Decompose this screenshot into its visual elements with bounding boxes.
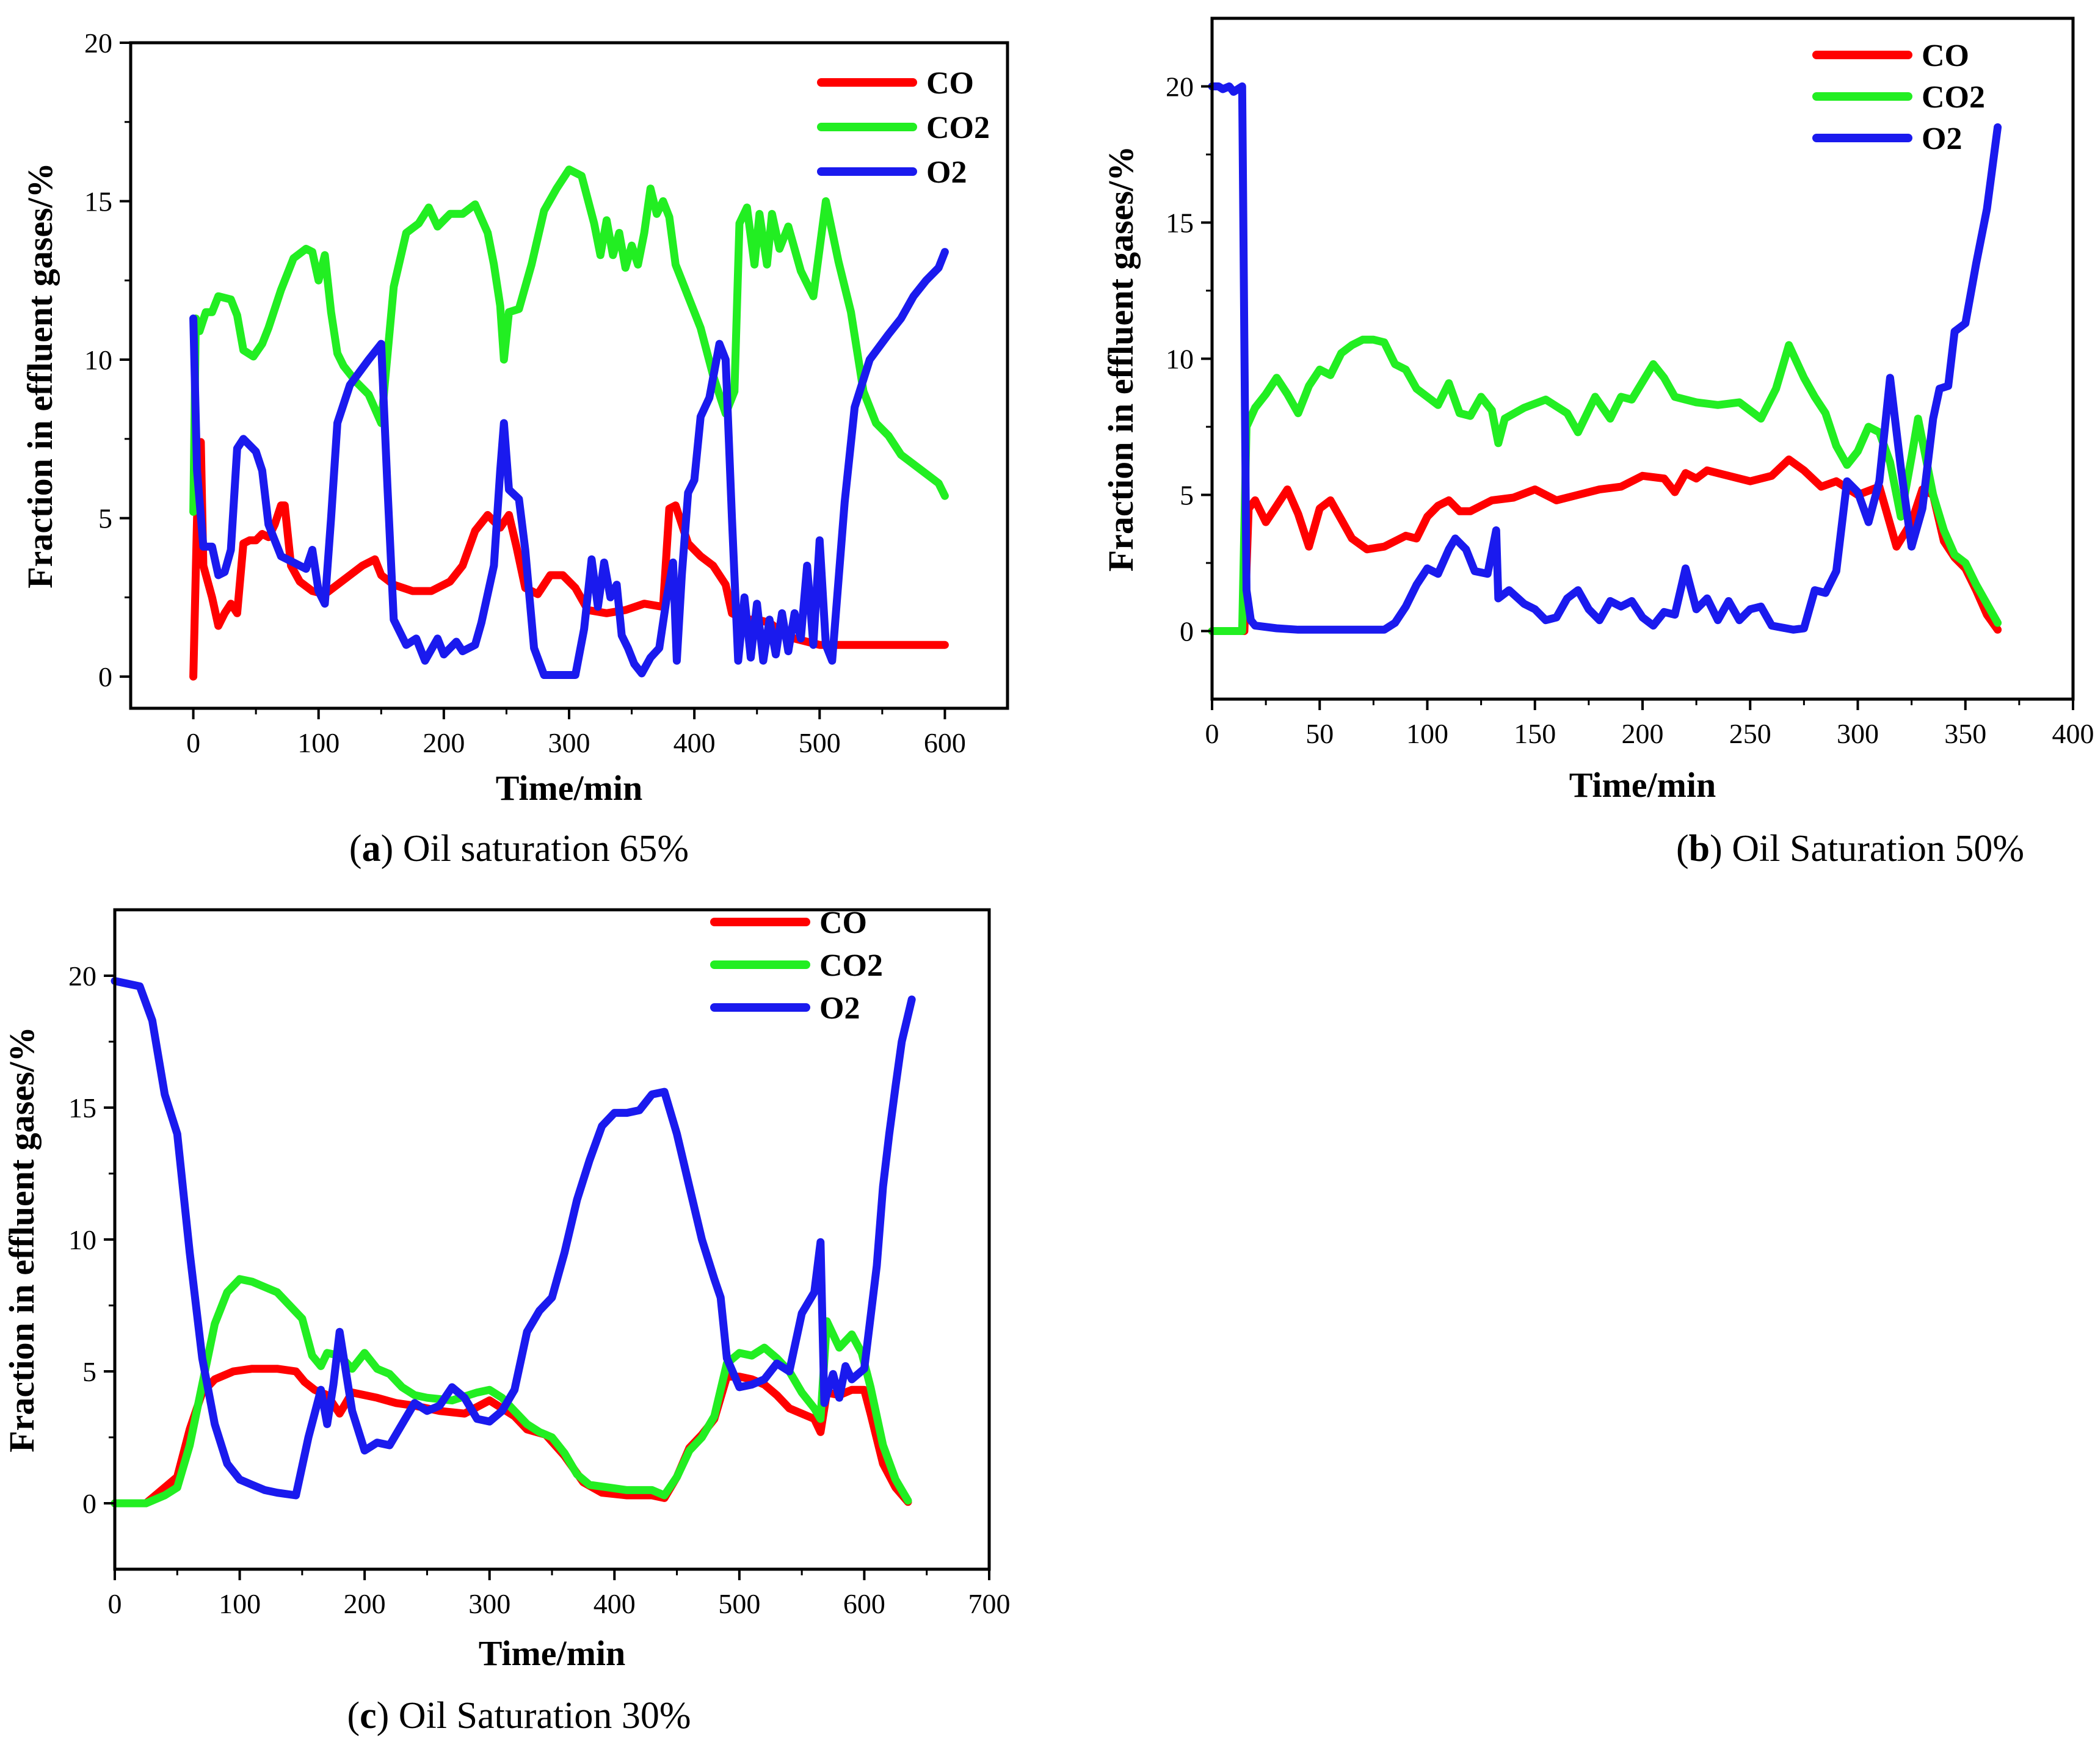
x-axis-label: Time/min [496, 768, 643, 808]
y-tick-label: 5 [98, 503, 112, 534]
panel-caption: (c) Oil Saturation 30% [347, 1695, 691, 1737]
legend-label-o2: O2 [1922, 122, 1962, 156]
y-axis-label: Fraction in effluent gases/% [2, 1026, 42, 1453]
caption-letter: c [360, 1695, 377, 1737]
x-tick-label: 300 [1837, 718, 1879, 749]
y-tick-label: 15 [1166, 208, 1194, 239]
x-tick-label: 100 [1406, 718, 1448, 749]
x-tick-label: 400 [2052, 718, 2094, 749]
plot-frame [129, 41, 1009, 710]
x-tick-label: 500 [799, 727, 841, 758]
y-tick-label: 20 [68, 960, 96, 992]
series-line-o2 [111, 977, 916, 1500]
y-tick-label: 10 [68, 1224, 96, 1255]
y-tick-label: 10 [84, 344, 112, 376]
x-tick-label: 0 [1205, 718, 1219, 749]
series-line-co [1208, 456, 2002, 635]
legend-label-co2: CO2 [1922, 80, 1985, 115]
legend-label-co: CO [1922, 38, 1969, 73]
legend-label-co2: CO2 [819, 948, 883, 983]
y-tick-label: 15 [68, 1092, 96, 1123]
legend-label-co2: CO2 [926, 111, 990, 145]
x-axis-label: Time/min [1569, 765, 1716, 805]
caption-text: ) Oil Saturation 50% [1710, 828, 2024, 869]
caption-open: ( [1676, 828, 1689, 869]
caption-text: ) Oil Saturation 30% [377, 1695, 691, 1737]
x-tick-label: 300 [548, 727, 590, 758]
y-tick-label: 20 [1166, 71, 1194, 103]
x-tick-label: 350 [1944, 718, 1986, 749]
x-tick-label: 700 [968, 1588, 1011, 1619]
y-axis-label: Fraction in effluent gases/% [1101, 146, 1141, 572]
x-tick-label: 200 [344, 1588, 386, 1619]
y-tick-label: 0 [1180, 616, 1194, 647]
caption-letter: a [362, 828, 381, 869]
x-axis-label: Time/min [479, 1633, 626, 1673]
chart-panel-a: 0 100 200 300 400 500 600 0 5 10 15 20 Time/min Fract… [20, 27, 1009, 869]
x-tick-label: 150 [1514, 718, 1556, 749]
chart-panel-b: 0 50 100 150 200 250 300 350 400 0 5 10 15 20 Time/min… [1101, 16, 2094, 869]
x-tick-label: 0 [108, 1588, 122, 1619]
legend: CO CO2 O2 [817, 66, 990, 190]
panel-caption: (a) Oil saturation 65% [349, 828, 689, 869]
series-line-co2 [111, 1275, 912, 1508]
legend-label-co: CO [926, 66, 974, 101]
legend: CO CO2 O2 [710, 906, 883, 1026]
legend-label-co: CO [819, 906, 867, 940]
y-tick-label: 10 [1166, 344, 1194, 375]
x-tick-label: 600 [843, 1588, 885, 1619]
x-tick-label: 0 [186, 727, 200, 758]
series-line-o2 [189, 248, 949, 679]
y-tick-label: 0 [82, 1488, 96, 1519]
y-axis-label: Fraction in effluent gases/% [20, 162, 60, 589]
x-tick-label: 600 [924, 727, 966, 758]
x-tick-label: 200 [423, 727, 465, 758]
y-tick-label: 0 [98, 661, 112, 692]
series-line-co [189, 438, 949, 681]
chart-panel-c: 0 100 200 300 400 500 600 700 0 5 10 15 20 Time/min Fr… [2, 906, 1011, 1737]
series-line-o2 [1208, 82, 2002, 634]
x-tick-label: 400 [594, 1588, 636, 1619]
caption-open: ( [347, 1695, 360, 1737]
x-tick-label: 300 [468, 1588, 510, 1619]
x-tick-label: 100 [297, 727, 339, 758]
y-tick-label: 15 [84, 186, 112, 217]
panel-caption: (b) Oil Saturation 50% [1676, 828, 2024, 869]
x-tick-label: 200 [1622, 718, 1664, 749]
series-line-co2 [189, 165, 949, 516]
legend-label-o2: O2 [819, 991, 860, 1026]
x-tick-label: 250 [1729, 718, 1771, 749]
x-tick-label: 50 [1305, 718, 1334, 749]
x-tick-label: 100 [219, 1588, 261, 1619]
y-tick-label: 20 [84, 27, 112, 59]
x-tick-label: 400 [674, 727, 716, 758]
y-tick-label: 5 [82, 1356, 96, 1387]
x-tick-label: 500 [718, 1588, 760, 1619]
caption-open: ( [349, 828, 362, 869]
legend-label-o2: O2 [926, 155, 967, 190]
legend: CO CO2 O2 [1812, 38, 1985, 156]
caption-letter: b [1689, 828, 1710, 869]
y-tick-label: 5 [1180, 480, 1194, 511]
caption-text: ) Oil saturation 65% [381, 828, 689, 869]
